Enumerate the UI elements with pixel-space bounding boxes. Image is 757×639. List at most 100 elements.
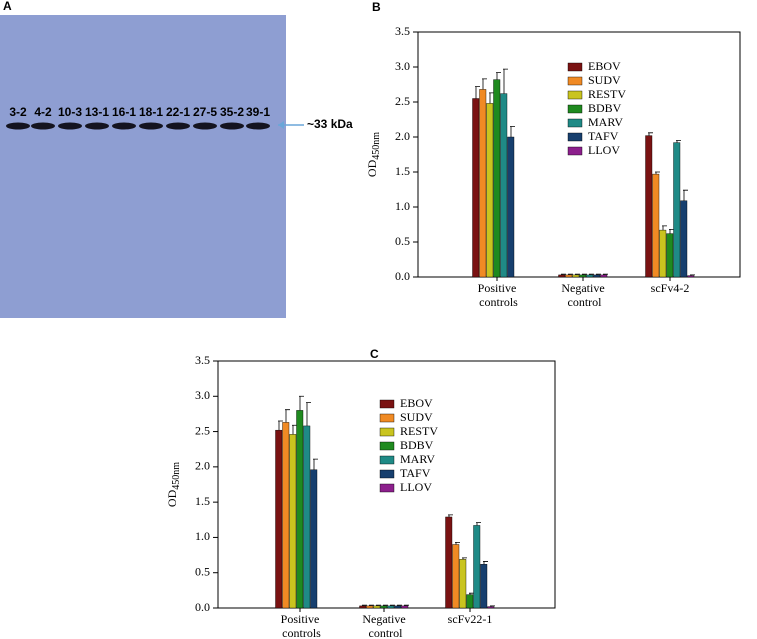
error-bar — [568, 273, 573, 275]
band — [139, 122, 163, 130]
legend-swatch — [379, 469, 395, 479]
y-axis-label: OD450nm — [365, 132, 383, 177]
y-tick-label: 0.5 — [395, 234, 410, 248]
error-bar — [462, 557, 467, 560]
error-bar — [510, 126, 515, 137]
lane-label: 16-1 — [112, 105, 136, 119]
error-bar — [589, 273, 594, 275]
x-tick-label: Positive controls — [279, 612, 321, 639]
x-tick-label: scFv22-1 — [448, 612, 493, 626]
band — [246, 122, 270, 130]
x-tick-label-line: scFv4-2 — [651, 281, 690, 295]
bar — [479, 89, 487, 278]
x-tick-label-line: Positive — [478, 281, 517, 295]
legend-swatch — [379, 483, 395, 493]
error-bar — [397, 604, 402, 606]
bar — [565, 274, 573, 278]
legend-label: TAFV — [588, 129, 619, 143]
bar — [473, 525, 481, 609]
bar — [303, 425, 311, 609]
error-bar — [648, 132, 653, 136]
error-bar — [448, 514, 453, 517]
error-bar — [278, 420, 283, 431]
lane-label: 13-1 — [85, 105, 109, 119]
x-tick-label-line: controls — [279, 626, 321, 639]
bar — [310, 469, 318, 609]
bar — [645, 135, 653, 278]
legend-label: MARV — [588, 115, 623, 129]
legend-swatch — [379, 399, 395, 409]
error-bar — [455, 541, 460, 545]
lane-label: 4-2 — [34, 105, 52, 119]
bar — [394, 605, 402, 609]
x-tick-label: Negative control — [362, 612, 405, 639]
error-bar — [369, 604, 374, 606]
error-bar — [669, 229, 674, 234]
y-axis-label: OD450nm — [165, 462, 183, 507]
legend-swatch — [567, 132, 583, 142]
band — [31, 122, 55, 130]
legend-swatch — [379, 413, 395, 423]
legend-swatch — [567, 90, 583, 100]
legend-label: RESTV — [400, 424, 438, 438]
bar — [687, 275, 695, 278]
bar — [579, 274, 587, 278]
error-bar — [676, 140, 681, 143]
lane-label: 10-3 — [58, 105, 82, 119]
legend-label: MARV — [400, 452, 435, 466]
error-bar — [390, 604, 395, 606]
y-tick-label: 2.5 — [395, 94, 410, 108]
bar — [282, 422, 290, 609]
legend-label: EBOV — [588, 59, 621, 73]
error-bar — [469, 592, 474, 595]
x-tick-label-line: controls — [476, 295, 518, 309]
y-tick-label: 1.5 — [395, 164, 410, 178]
band — [112, 122, 136, 130]
error-bar — [383, 604, 388, 606]
error-bar — [662, 225, 667, 231]
panel-label: A — [3, 0, 12, 13]
bar — [487, 606, 495, 609]
error-bar — [404, 604, 409, 606]
band — [166, 122, 190, 130]
legend-swatch — [567, 104, 583, 114]
band — [220, 122, 244, 130]
error-bar — [575, 273, 580, 275]
y-tick-label: 3.0 — [195, 388, 210, 402]
error-bar — [490, 605, 495, 607]
band — [85, 122, 109, 130]
panel-label: C — [370, 347, 379, 361]
lane-label: 18-1 — [139, 105, 163, 119]
lane-label: 35-2 — [220, 105, 244, 119]
error-bar — [376, 604, 381, 606]
x-tick-label-line: control — [565, 295, 603, 309]
error-bar — [683, 189, 688, 201]
error-bar — [313, 458, 318, 470]
y-axis-label-sub: 450nm — [371, 132, 382, 160]
panel-label: B — [372, 0, 381, 14]
error-bar — [299, 395, 304, 411]
error-bar — [483, 561, 488, 565]
bar — [572, 274, 580, 278]
y-tick-label: 0.0 — [195, 600, 210, 614]
x-tick-label-line: Positive — [281, 612, 320, 626]
bar — [459, 559, 467, 609]
bar — [466, 594, 474, 609]
marker-arrowhead — [278, 121, 284, 129]
legend-swatch — [567, 76, 583, 86]
legend-label: TAFV — [400, 466, 431, 480]
error-bar — [561, 273, 566, 275]
y-tick-label: 1.0 — [195, 529, 210, 543]
bar — [593, 274, 601, 278]
bar — [659, 229, 667, 278]
y-tick-label: 0.5 — [195, 564, 210, 578]
y-tick-label: 3.0 — [395, 59, 410, 73]
y-axis-label-main: OD — [365, 159, 379, 177]
x-tick-label: Negative control — [561, 281, 604, 309]
error-bar — [596, 273, 601, 275]
lane-label: 22-1 — [166, 105, 190, 119]
bar — [480, 564, 488, 609]
y-tick-label: 1.0 — [395, 199, 410, 213]
x-tick-label-line: scFv22-1 — [448, 612, 493, 626]
